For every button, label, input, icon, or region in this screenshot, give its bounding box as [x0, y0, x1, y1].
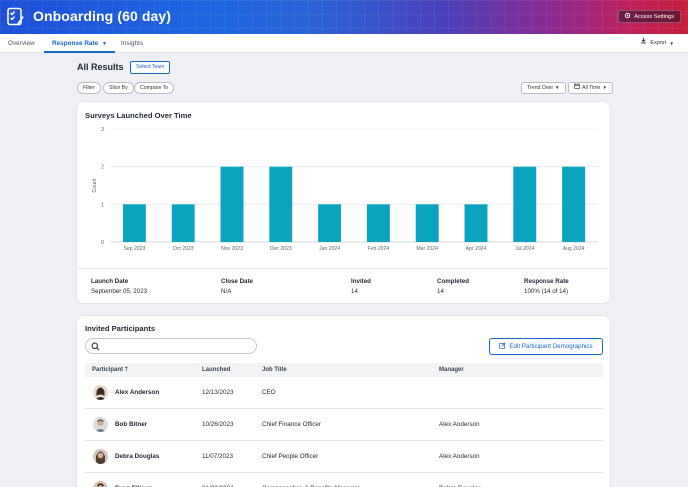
column-launched[interactable]: Launched — [202, 367, 231, 373]
manager-name: Alex Anderson — [439, 421, 480, 428]
participant-name: Evan Ellison — [115, 473, 152, 487]
chart-title: Surveys Launched Over Time — [85, 111, 192, 120]
participant-name: Alex Anderson — [115, 389, 160, 396]
time-range-dropdown[interactable]: All Time ▼ — [568, 82, 613, 94]
participants-title: Invited Participants — [85, 324, 156, 333]
access-settings-label: Access Settings — [634, 13, 674, 20]
results-heading: All Results — [77, 62, 124, 72]
chevron-down-icon: ▼ — [669, 41, 674, 46]
table-row[interactable]: Bob Bitner 10/26/2023 Chief Finance Offi… — [85, 409, 603, 441]
job-title: Compensation & Benefits Manager — [262, 473, 360, 487]
column-participant[interactable]: Participant 🡑 — [92, 363, 128, 377]
launched-date: 12/13/2023 — [202, 389, 234, 396]
search-icon — [91, 342, 100, 353]
edit-icon — [499, 342, 506, 351]
close-date-value: N/A — [221, 288, 232, 295]
participant-name: Bob Bitner — [115, 421, 148, 428]
invited-value: 14 — [351, 288, 358, 295]
divider — [78, 268, 609, 269]
launch-date-value: September 05, 2023 — [91, 288, 148, 295]
response-rate-value: 100% (14 of 14) — [524, 288, 569, 295]
launch-date-label: Launch Date — [91, 278, 129, 285]
banner-pattern — [0, 0, 688, 34]
gear-icon — [624, 12, 631, 21]
launched-date: 10/26/2023 — [202, 421, 234, 428]
table-row[interactable]: Alex Anderson 12/13/2023 CEO — [85, 377, 603, 409]
launched-date: 11/07/2023 — [202, 453, 234, 460]
job-title: Chief Finance Officer — [262, 421, 322, 428]
table-row[interactable]: Debra Douglas 11/07/2023 Chief People Of… — [85, 441, 603, 473]
column-participant-label: Participant — [92, 367, 124, 373]
export-button[interactable]: Export ▼ — [640, 34, 674, 53]
time-range-label: All Time — [582, 85, 601, 91]
tab-response-rate[interactable]: Response Rate ▼ — [44, 34, 115, 53]
column-job-title[interactable]: Job Title — [262, 367, 287, 373]
sort-up-icon: 🡑 — [124, 367, 128, 373]
trend-over-dropdown[interactable]: Trend Over ▼ — [521, 82, 566, 94]
header-banner: Onboarding (60 day) Access Settings — [0, 0, 688, 34]
select-team-button[interactable]: Select Team — [130, 61, 171, 74]
slice-by-button[interactable]: Slice By — [103, 82, 134, 94]
job-title: CEO — [262, 389, 276, 396]
export-label: Export — [650, 40, 667, 46]
avatar — [93, 481, 108, 487]
filter-button[interactable]: Filter — [77, 82, 101, 94]
survey-checklist-icon[interactable] — [6, 7, 26, 27]
trend-over-label: Trend Over — [527, 85, 554, 91]
response-rate-label: Response Rate — [524, 278, 569, 285]
job-title: Chief People Officer — [262, 453, 319, 460]
edit-demographics-button[interactable]: Edit Participant Demographics — [489, 338, 603, 355]
chevron-down-icon: ▼ — [101, 41, 107, 47]
search-input[interactable] — [85, 338, 257, 354]
launched-date: 01/22/2024 — [202, 473, 234, 487]
access-settings-button[interactable]: Access Settings — [618, 10, 681, 23]
chart-card — [77, 102, 610, 303]
calendar-icon — [574, 83, 580, 93]
completed-value: 14 — [437, 288, 444, 295]
avatar — [93, 417, 108, 432]
tab-insights[interactable]: Insights — [121, 40, 144, 47]
tab-overview[interactable]: Overview — [8, 40, 35, 47]
tab-response-rate-label: Response Rate — [52, 40, 99, 47]
manager-name: Alex Anderson — [439, 453, 480, 460]
avatar — [93, 385, 108, 400]
nav-bar: Overview Response Rate ▼ Insights Export… — [0, 34, 688, 53]
edit-demographics-label: Edit Participant Demographics — [509, 343, 593, 350]
completed-label: Completed — [437, 278, 469, 285]
participant-name: Debra Douglas — [115, 453, 160, 460]
avatar — [93, 449, 108, 464]
chevron-down-icon: ▼ — [602, 85, 607, 90]
table-header: Participant 🡑 Launched Job Title Manager — [85, 363, 603, 377]
manager-name: Debra Douglas — [439, 473, 481, 487]
chevron-down-icon: ▼ — [555, 85, 560, 90]
download-icon — [640, 34, 647, 53]
table-row[interactable]: Evan Ellison 01/22/2024 Compensation & B… — [85, 473, 603, 487]
close-date-label: Close Date — [221, 278, 253, 285]
compare-to-button[interactable]: Compare To — [134, 82, 175, 94]
invited-label: Invited — [351, 278, 371, 285]
column-manager[interactable]: Manager — [439, 367, 464, 373]
page-title: Onboarding (60 day) — [33, 8, 172, 24]
